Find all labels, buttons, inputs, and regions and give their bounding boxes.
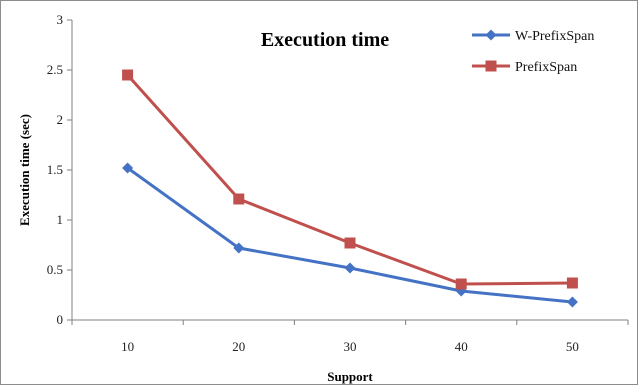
legend-marker — [485, 60, 497, 72]
legend-item: W-PrefixSpan — [472, 29, 594, 44]
x-tick-label: 30 — [344, 339, 357, 354]
x-tick-label: 20 — [232, 339, 245, 354]
data-point — [122, 162, 134, 174]
x-axis-ticks: 10 20 30 40 50 — [71, 320, 629, 354]
y-axis-ticks: 0 0.5 1 1.5 2 2.5 3 — [47, 12, 72, 327]
series-w-prefixspan — [122, 162, 578, 308]
data-point — [566, 277, 578, 289]
series-layer — [122, 69, 578, 308]
chart-title: Execution time — [261, 29, 389, 51]
data-point — [566, 296, 578, 308]
data-point — [122, 69, 134, 81]
legend-marker — [485, 29, 497, 41]
data-point — [344, 262, 356, 274]
y-tick-label: 2 — [57, 112, 64, 127]
x-tick-label: 10 — [121, 339, 134, 354]
data-point — [344, 237, 356, 249]
y-tick-label: 2.5 — [47, 62, 63, 77]
x-axis-title: Support — [327, 369, 373, 384]
y-tick-label: 0.5 — [47, 262, 63, 277]
legend: W-PrefixSpan PrefixSpan — [472, 29, 594, 75]
y-axis-title: Execution time (sec) — [17, 114, 32, 226]
series-prefixspan — [122, 69, 578, 290]
data-point — [455, 278, 467, 290]
legend-item: PrefixSpan — [472, 60, 577, 75]
y-tick-label: 3 — [57, 12, 64, 27]
y-tick-label: 1.5 — [47, 162, 63, 177]
x-tick-label: 40 — [455, 339, 468, 354]
y-tick-label: 0 — [57, 312, 64, 327]
data-point — [233, 242, 245, 254]
legend-label: W-PrefixSpan — [515, 29, 594, 44]
legend-label: PrefixSpan — [515, 60, 577, 75]
y-tick-label: 1 — [57, 212, 64, 227]
x-tick-label: 50 — [566, 339, 579, 354]
data-point — [233, 193, 245, 205]
